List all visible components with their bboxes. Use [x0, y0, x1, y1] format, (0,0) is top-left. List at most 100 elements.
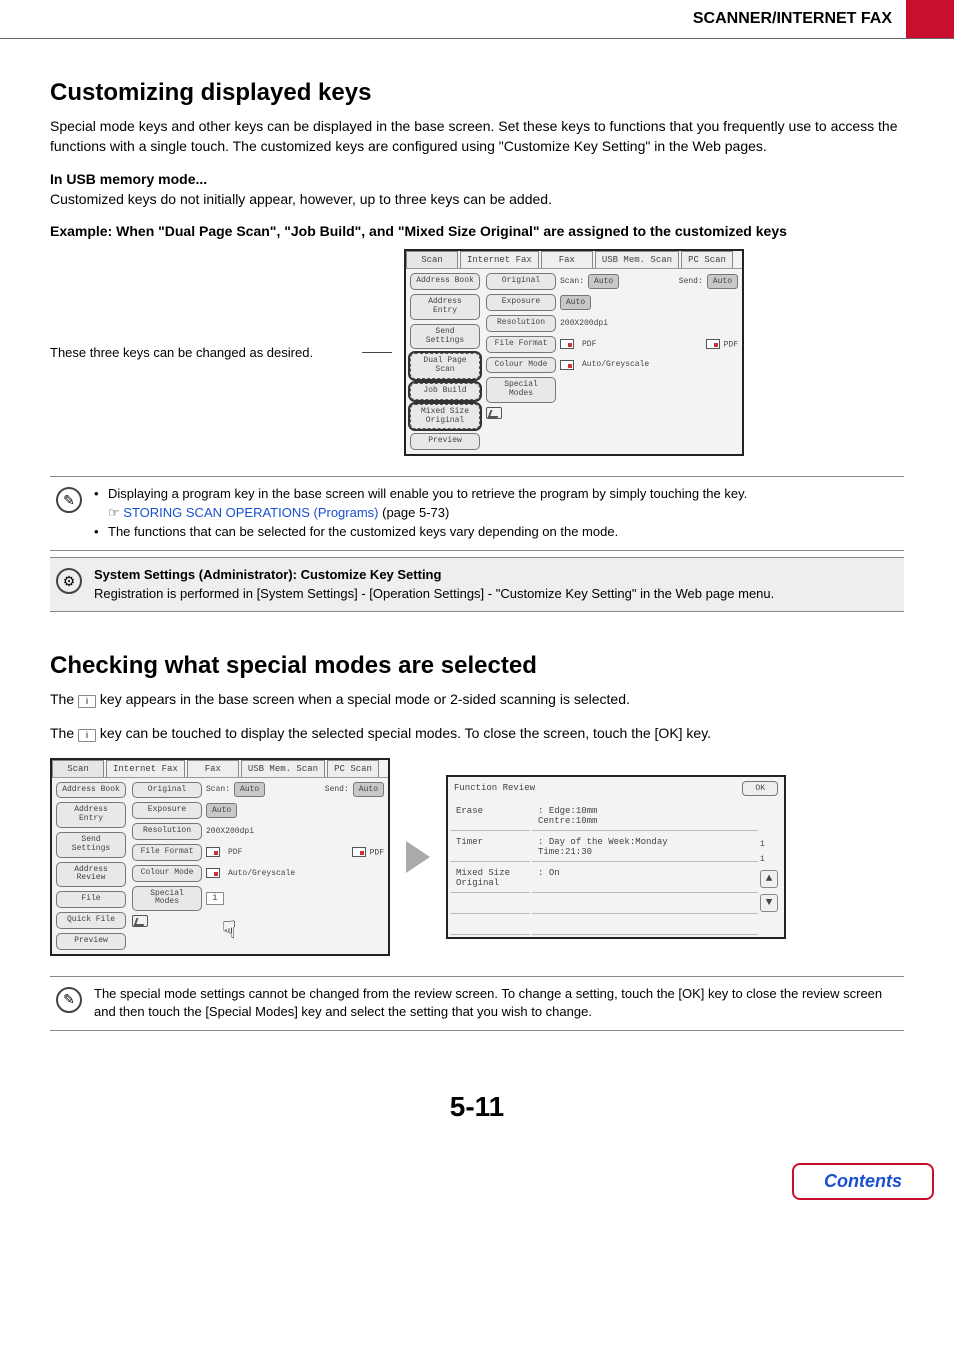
diagram-row-1: These three keys can be changed as desir… — [50, 249, 904, 456]
review-table: Erase Edge:10mm Centre:10mm Timer Day of… — [448, 800, 760, 937]
btn2-sendsettings[interactable]: Send Settings — [56, 832, 126, 858]
val-resolution: 200X200dpi — [560, 319, 608, 328]
btn-dualpage[interactable]: Dual Page Scan — [410, 353, 480, 379]
two-screens-row: Scan Internet Fax Fax USB Mem. Scan PC S… — [50, 758, 904, 956]
panel2-tabs: Scan Internet Fax Fax USB Mem. Scan PC S… — [52, 760, 388, 778]
rv-timer: Day of the Week:Monday Time:21:30 — [532, 833, 758, 862]
note1-link[interactable]: STORING SCAN OPERATIONS (Programs) — [123, 505, 378, 520]
tab2-usb[interactable]: USB Mem. Scan — [241, 760, 325, 777]
tab-scan[interactable]: Scan — [406, 251, 458, 268]
btn-original[interactable]: Original — [486, 273, 556, 290]
pdf2-icon-2 — [352, 847, 366, 857]
btn-resolution[interactable]: Resolution — [486, 315, 556, 332]
rv-mixed: On — [532, 864, 758, 893]
note1-line1: Displaying a program key in the base scr… — [94, 485, 747, 523]
note2-title: System Settings (Administrator): Customi… — [94, 567, 441, 582]
btn2-addressreview[interactable]: Address Review — [56, 862, 126, 888]
contents-button[interactable]: Contents — [792, 1163, 934, 1200]
sec2-line2b: key can be touched to display the select… — [100, 725, 711, 741]
btn2-addressentry[interactable]: Address Entry — [56, 802, 126, 828]
note-info-2: ✎ The special mode settings cannot be ch… — [50, 976, 904, 1032]
btn-addressentry[interactable]: Address Entry — [410, 294, 480, 320]
pointer-line — [362, 352, 392, 353]
pdf-icon-2 — [706, 339, 720, 349]
btn-colour[interactable]: Colour Mode — [486, 357, 556, 374]
btn2-file[interactable]: File — [56, 891, 126, 908]
sec1-usb-body: Customized keys do not initially appear,… — [50, 191, 552, 207]
btn-sendsettings[interactable]: Send Settings — [410, 324, 480, 350]
btn2-fileformat[interactable]: File Format — [132, 844, 202, 861]
contents-wrap: Contents — [0, 1163, 954, 1220]
sec1-title: Customizing displayed keys — [50, 79, 904, 107]
sec1-example: Example: When "Dual Page Scan", "Job Bui… — [50, 223, 904, 239]
sec1-usb: In USB memory mode... Customized keys do… — [50, 170, 904, 209]
sec1-intro: Special mode keys and other keys can be … — [50, 117, 904, 156]
scroll-up-button[interactable]: ▲ — [760, 870, 778, 888]
lbl2-scan: Scan: — [206, 785, 230, 794]
scroll-down-button[interactable]: ▼ — [760, 894, 778, 912]
pdf2-icon — [206, 847, 220, 857]
btn-special[interactable]: Special Modes — [486, 377, 556, 403]
tab2-fax[interactable]: Fax — [187, 760, 239, 777]
chip-send-auto: Auto — [707, 274, 738, 289]
page-indicator-1: 1 — [760, 840, 778, 849]
btn2-original[interactable]: Original — [132, 782, 202, 799]
sec2-title: Checking what special modes are selected — [50, 652, 904, 680]
table-row: Mixed Size Original On — [450, 864, 758, 893]
btn2-quickfile[interactable]: Quick File — [56, 912, 126, 929]
screen-panel-customized: Scan Internet Fax Fax USB Mem. Scan PC S… — [404, 249, 744, 456]
rk-timer: Timer — [450, 833, 530, 862]
preview-pen-icon-2[interactable] — [132, 915, 148, 927]
table-row: Timer Day of the Week:Monday Time:21:30 — [450, 833, 758, 862]
ok-button[interactable]: OK — [742, 781, 778, 796]
note2-body: Registration is performed in [System Set… — [94, 586, 774, 601]
btn2-special[interactable]: Special Modes — [132, 886, 202, 912]
note2-text: The special mode settings cannot be chan… — [94, 985, 898, 1023]
val-colour: Auto/Greyscale — [582, 360, 649, 369]
tab-usb[interactable]: USB Mem. Scan — [595, 251, 679, 268]
btn2-preview[interactable]: Preview — [56, 933, 126, 950]
btn-exposure[interactable]: Exposure — [486, 294, 556, 311]
sec2-line2: The key can be touched to display the se… — [50, 724, 904, 744]
info-key-on-panel[interactable] — [206, 892, 224, 905]
gear-circle-icon: ⚙ — [56, 568, 82, 594]
note-info-1: ✎ Displaying a program key in the base s… — [50, 476, 904, 551]
chip-exposure: Auto — [560, 295, 591, 310]
note1-a: Displaying a program key in the base scr… — [108, 486, 747, 501]
page-indicator-2: 1 — [760, 855, 778, 864]
tab-pcscan[interactable]: PC Scan — [681, 251, 733, 268]
chip2-scan: Auto — [234, 782, 265, 797]
sec1-usb-title: In USB memory mode... — [50, 171, 207, 187]
preview-pen-icon[interactable] — [486, 407, 502, 419]
btn-preview[interactable]: Preview — [410, 433, 480, 450]
btn-addressbook[interactable]: Address Book — [410, 273, 480, 290]
btn2-addressbook[interactable]: Address Book — [56, 782, 126, 799]
pdf-icon — [560, 339, 574, 349]
lbl-scan: Scan: — [560, 277, 584, 286]
tab-ifax[interactable]: Internet Fax — [460, 251, 539, 268]
btn2-colour[interactable]: Colour Mode — [132, 865, 202, 882]
tab-fax[interactable]: Fax — [541, 251, 593, 268]
btn-mixedsize[interactable]: Mixed Size Original — [410, 404, 480, 430]
btn2-exposure[interactable]: Exposure — [132, 802, 202, 819]
colour2-icon — [206, 868, 220, 878]
val-pdf1: PDF — [582, 340, 596, 349]
tab2-pcscan[interactable]: PC Scan — [327, 760, 379, 777]
page-content: Customizing displayed keys Special mode … — [0, 79, 954, 1163]
note1-linkpage: (page 5-73) — [379, 505, 450, 520]
colour-icon — [560, 360, 574, 370]
pencil-circle-icon: ✎ — [56, 487, 82, 513]
info-key-icon-2 — [78, 729, 96, 742]
pencil-circle-icon-2: ✎ — [56, 987, 82, 1013]
btn-fileformat[interactable]: File Format — [486, 336, 556, 353]
sec2-line2a: The — [50, 725, 78, 741]
page-header: SCANNER/INTERNET FAX — [0, 0, 954, 39]
chip2-send: Auto — [353, 782, 384, 797]
tab2-ifax[interactable]: Internet Fax — [106, 760, 185, 777]
btn2-resolution[interactable]: Resolution — [132, 823, 202, 840]
table-row: Erase Edge:10mm Centre:10mm — [450, 802, 758, 831]
lbl2-send: Send: — [325, 785, 349, 794]
btn-jobbuild[interactable]: Job Build — [410, 383, 480, 400]
tab2-scan[interactable]: Scan — [52, 760, 104, 777]
rv-erase: Edge:10mm Centre:10mm — [532, 802, 758, 831]
